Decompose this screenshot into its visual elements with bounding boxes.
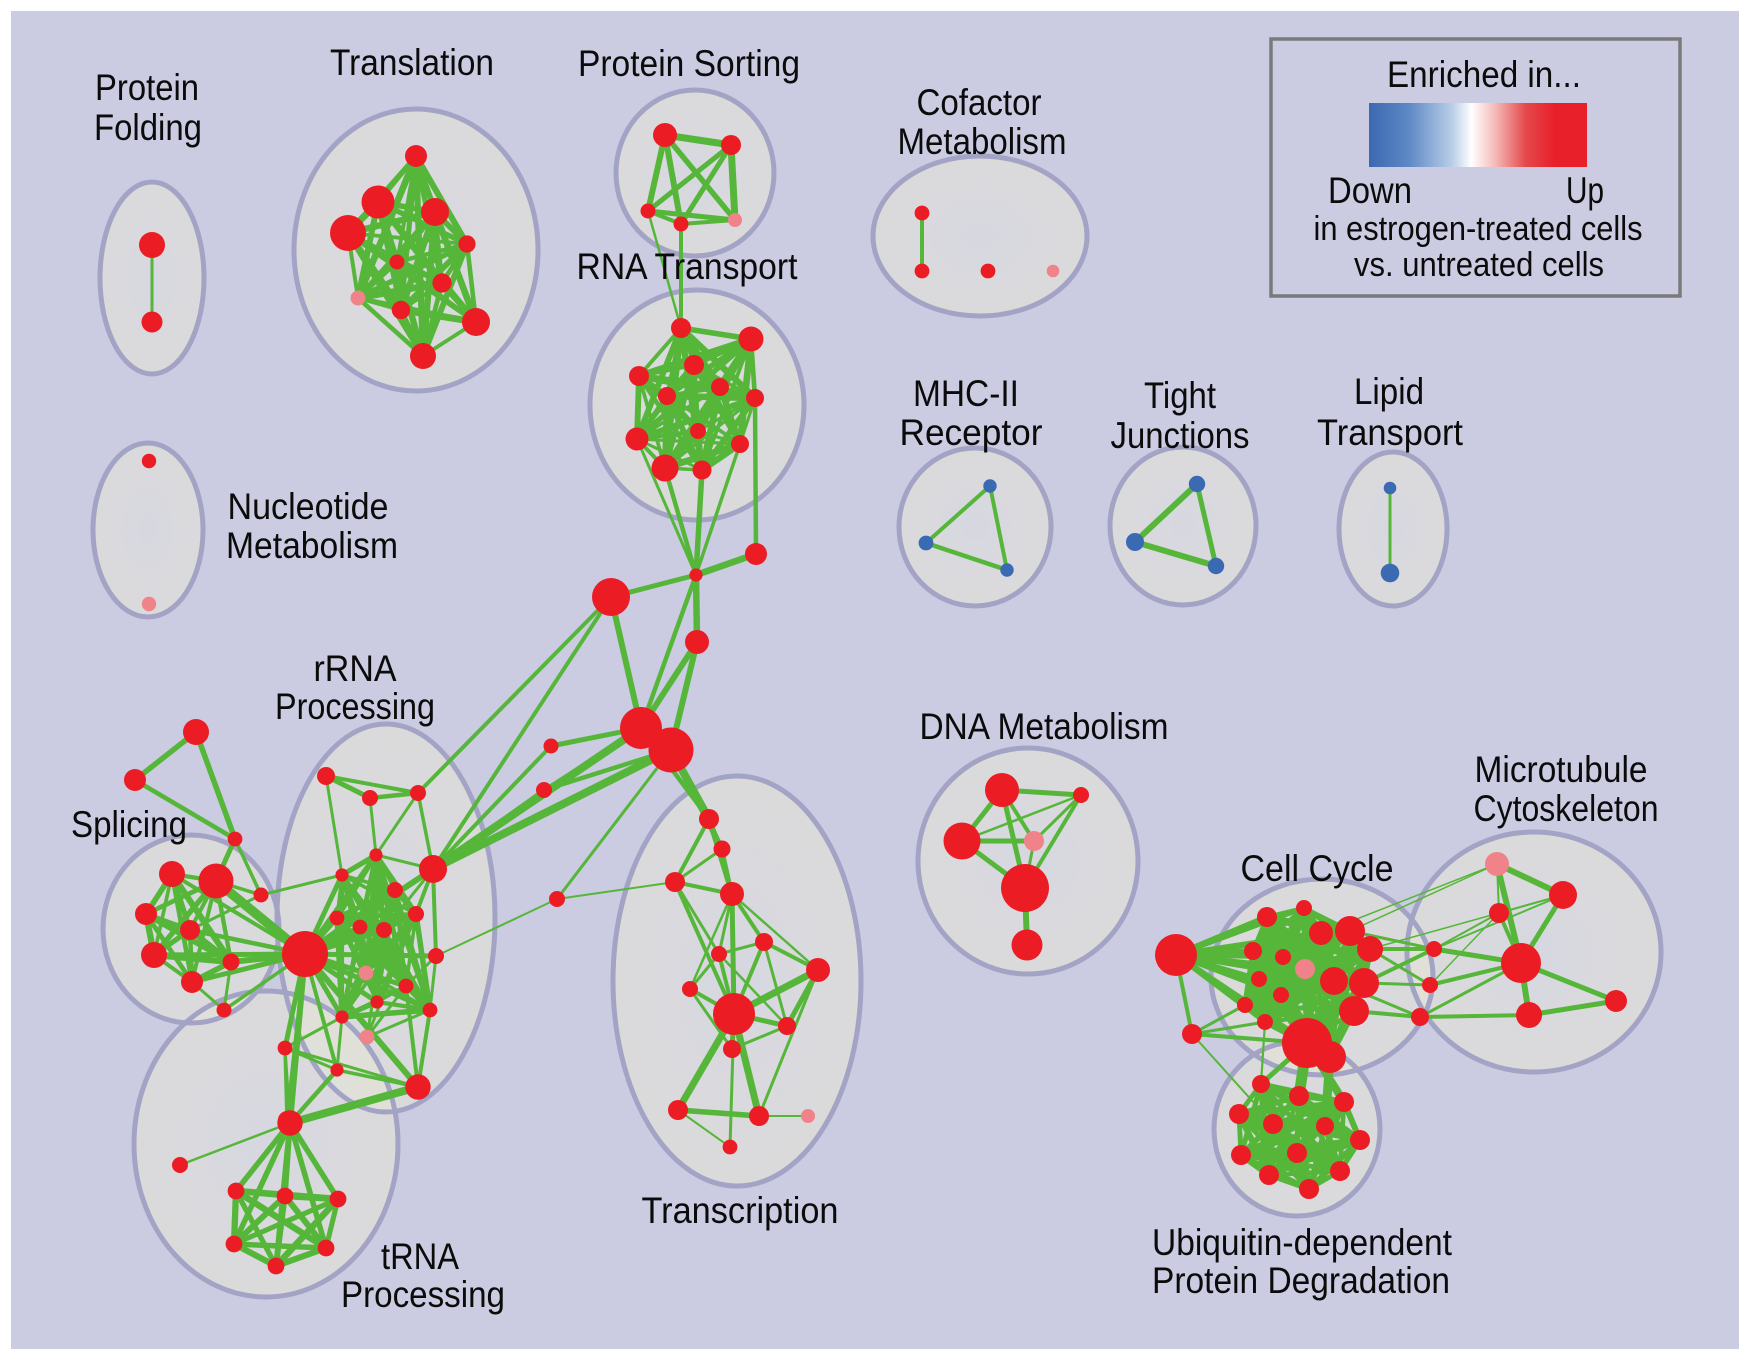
svg-text:Processing: Processing [275, 686, 435, 727]
svg-text:Transport: Transport [1317, 412, 1464, 453]
svg-text:Protein: Protein [95, 67, 199, 108]
svg-text:Splicing: Splicing [71, 804, 187, 845]
svg-text:vs. untreated cells: vs. untreated cells [1354, 246, 1604, 284]
svg-text:Cell Cycle: Cell Cycle [1241, 848, 1394, 889]
svg-text:Down: Down [1328, 170, 1412, 211]
svg-text:Metabolism: Metabolism [898, 121, 1067, 162]
svg-text:Protein Degradation: Protein Degradation [1152, 1260, 1450, 1301]
svg-text:Lipid: Lipid [1354, 371, 1424, 412]
svg-text:Up: Up [1566, 170, 1604, 211]
svg-text:Translation: Translation [330, 42, 494, 83]
svg-text:Protein Sorting: Protein Sorting [578, 43, 800, 84]
svg-text:RNA Transport: RNA Transport [577, 246, 799, 287]
svg-text:Enriched in...: Enriched in... [1387, 54, 1581, 95]
svg-text:Metabolism: Metabolism [226, 525, 398, 566]
svg-text:DNA Metabolism: DNA Metabolism [920, 706, 1169, 747]
svg-text:Ubiquitin-dependent: Ubiquitin-dependent [1152, 1222, 1453, 1263]
svg-text:MHC-II: MHC-II [913, 373, 1019, 414]
svg-text:tRNA: tRNA [381, 1236, 459, 1277]
svg-text:Nucleotide: Nucleotide [228, 486, 389, 527]
svg-text:Transcription: Transcription [642, 1190, 839, 1231]
svg-text:rRNA: rRNA [314, 648, 397, 689]
svg-text:Junctions: Junctions [1111, 415, 1250, 456]
svg-text:Cofactor: Cofactor [917, 82, 1042, 123]
svg-text:Folding: Folding [94, 107, 202, 148]
svg-text:Receptor: Receptor [900, 412, 1043, 453]
svg-text:in estrogen-treated cells: in estrogen-treated cells [1314, 210, 1643, 248]
svg-text:Cytoskeleton: Cytoskeleton [1474, 788, 1659, 829]
svg-text:Processing: Processing [341, 1274, 505, 1315]
svg-text:Tight: Tight [1144, 375, 1217, 416]
svg-text:Microtubule: Microtubule [1475, 749, 1648, 790]
